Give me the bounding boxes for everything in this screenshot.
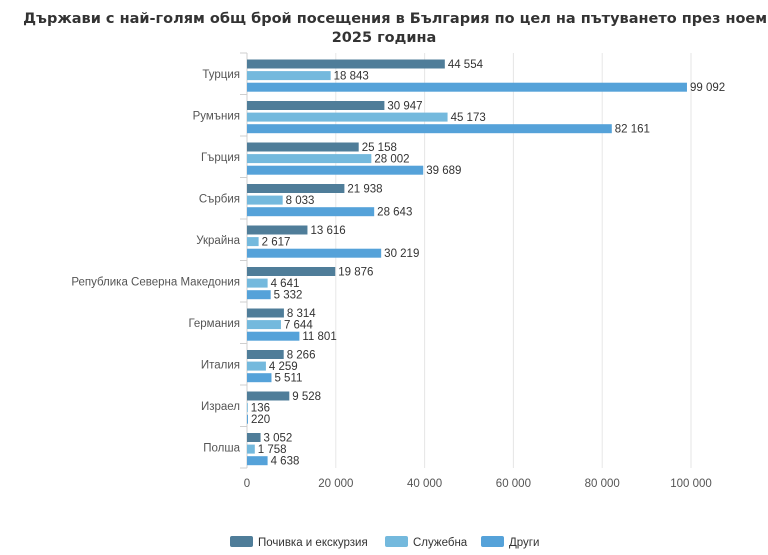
bar [247,154,372,164]
x-tick-label: 80 000 [585,478,620,490]
category-label: Италия [201,359,240,371]
x-axis: 0 20 000 40 000 60 000 80 000 100 000 [244,478,712,490]
bar [247,320,281,330]
bar [247,71,331,81]
legend-label: Други [509,537,539,549]
category-label: Украйна [196,235,240,247]
x-tick-label: 40 000 [407,478,442,490]
data-label: 5 511 [274,373,302,385]
bar [247,207,375,217]
data-label: 19 876 [338,267,373,279]
bar [247,456,268,466]
bar [247,391,290,401]
bar [247,237,259,247]
bar [247,444,255,454]
legend-swatch [385,536,408,547]
bar [247,59,445,69]
data-label: 39 689 [426,165,461,177]
bar [247,165,424,175]
data-label: 9 528 [292,391,321,403]
legend: Почивка и екскурзия Служебна Други [230,536,539,549]
data-label: 1 758 [258,444,287,456]
data-label: 28 643 [377,207,412,219]
chart-title-line1: Държави с най-голям общ брой посещения в… [23,11,768,27]
data-label: 28 002 [374,154,409,166]
data-label: 4 259 [269,361,298,373]
data-label: 30 947 [387,101,422,113]
legend-label: Почивка и екскурзия [258,537,368,549]
x-tick-label: 20 000 [318,478,353,490]
data-label: 30 219 [384,248,419,260]
category-label: Полша [203,442,240,454]
category-label: Германия [188,318,240,330]
data-label: 4 638 [271,456,300,468]
data-label: 8 266 [287,350,316,362]
bar [247,278,268,288]
x-tick-label: 60 000 [496,478,531,490]
data-label: 5 332 [274,290,303,302]
bar [247,290,271,300]
bars [247,59,687,466]
data-label: 8 314 [287,308,316,320]
data-label: 25 158 [362,142,397,154]
bar [247,350,284,359]
bar [247,267,336,276]
chart-title-line2: 2025 година [332,30,437,46]
data-label: 7 644 [284,320,313,332]
legend-label: Служебна [413,537,468,549]
data-label: 82 161 [615,124,650,136]
bar [247,142,359,152]
bar [247,184,345,193]
y-axis: Турция Румъния Гърция Сърбия Украйна Републик… [71,52,247,469]
data-label: 18 843 [334,71,369,83]
data-label: 4 641 [271,278,300,290]
bar [247,82,687,92]
data-label: 220 [251,414,270,426]
category-label: Румъния [193,110,240,122]
legend-item[interactable]: Други [481,536,539,549]
category-label: Сърбия [199,193,240,205]
bar [247,373,272,383]
data-labels: 44 554 18 843 99 092 30 947 45 173 82 161 25 1… [251,59,725,468]
x-tick-label: 0 [244,478,250,490]
legend-item[interactable]: Служебна [385,536,468,549]
data-label: 13 616 [310,225,345,237]
bar [247,403,248,413]
category-label: Гърция [201,152,240,164]
legend-swatch [481,536,504,547]
bar [247,248,382,258]
category-label: Република Северна Македония [71,276,240,288]
bar [247,195,283,205]
bar [247,101,385,110]
legend-item[interactable]: Почивка и екскурзия [230,536,368,549]
data-label: 99 092 [690,82,725,94]
bar [247,308,284,318]
category-label: Израел [201,401,240,413]
category-label: Турция [202,69,240,81]
data-label: 3 052 [264,433,293,445]
legend-swatch [230,536,253,547]
x-tick-label: 100 000 [670,478,712,490]
bar [247,124,612,134]
data-label: 2 617 [262,237,291,249]
data-label: 45 173 [451,112,486,124]
data-label: 44 554 [448,59,484,71]
data-label: 21 938 [347,184,382,196]
bar [247,331,300,341]
data-label: 8 033 [286,195,315,207]
bar [247,225,308,235]
bar [247,112,448,122]
bar [247,414,248,424]
data-label: 11 801 [302,331,336,343]
bar [247,433,261,442]
bar [247,361,266,371]
data-label: 136 [251,403,270,415]
